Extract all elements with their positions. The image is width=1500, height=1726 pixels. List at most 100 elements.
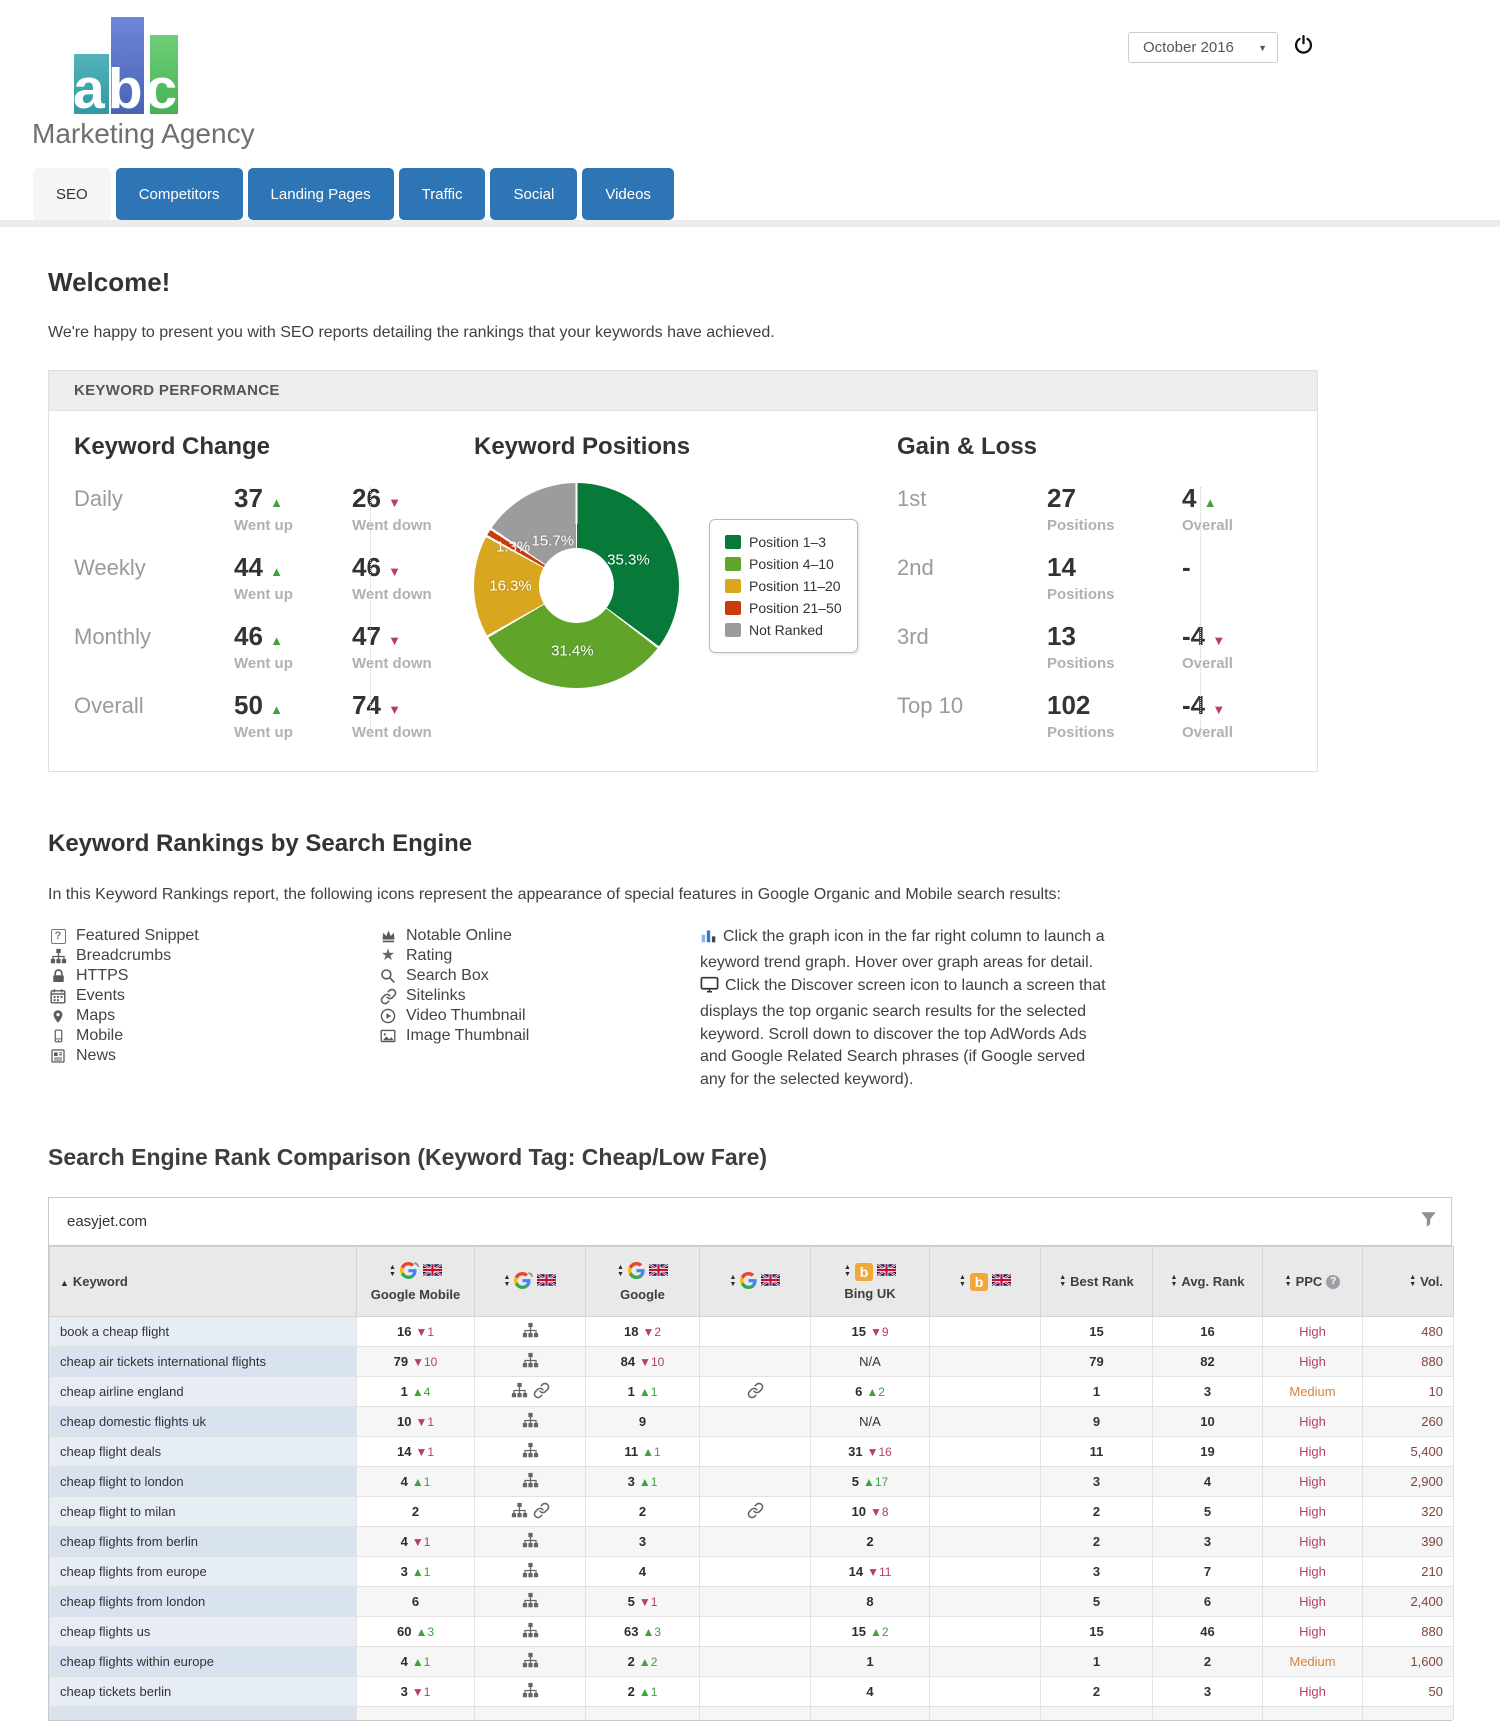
rank-value: 9 [638, 1414, 647, 1430]
tab-landing-pages[interactable]: Landing Pages [247, 168, 394, 220]
cell-vol: 390 [1362, 1526, 1454, 1558]
cell-bing: 15 ▼9 [810, 1316, 930, 1348]
discover-screen-icon [700, 976, 719, 1001]
cell-bing_features [929, 1586, 1041, 1618]
cell-keyword: cheap flights from berlin [49, 1526, 357, 1558]
tab-videos[interactable]: Videos [582, 168, 674, 220]
column-header-avg_rank[interactable]: ▲ ▼ Avg. Rank [1152, 1246, 1263, 1318]
cell-keyword: cheap flights us [49, 1616, 357, 1648]
filter-funnel-icon[interactable] [1420, 1211, 1437, 1228]
domain-name: easyjet.com [67, 1213, 148, 1231]
cell-google: 3 ▲1 [585, 1466, 700, 1498]
sitelinks-icon [533, 1382, 550, 1402]
cell-avg_rank: 2 [1152, 1646, 1263, 1678]
column-header-keyword[interactable]: ▲ Keyword [49, 1246, 357, 1318]
rank-value: 3 [400, 1564, 408, 1580]
column-header-google_features[interactable]: ▲ ▼ [699, 1246, 811, 1318]
cell-bing_features [929, 1676, 1041, 1708]
rank-value: 10 [396, 1414, 412, 1430]
keyword-change-up-cell: 37 ▲ Went up [234, 483, 293, 534]
cell-google_mobile_features [474, 1526, 586, 1558]
cell-bing_features [929, 1436, 1041, 1468]
cell-best_rank [1040, 1706, 1153, 1720]
breadcrumbs-icon [511, 1382, 528, 1402]
cell-vol: 480 [1362, 1316, 1454, 1348]
cell-google_features [699, 1346, 811, 1378]
cell-ppc: High [1262, 1586, 1363, 1618]
ppc-help-icon[interactable]: ? [1326, 1274, 1341, 1289]
breadcrumbs-icon [522, 1322, 539, 1342]
keyword-positions-donut-chart[interactable]: 35.3% 31.4% 16.3% 1.3% 15.7% [474, 483, 679, 688]
column-header-google[interactable]: ▲ ▼ Google [585, 1246, 700, 1318]
column-header-ppc[interactable]: ▲ ▼ PPC ? [1262, 1246, 1363, 1318]
legend-item-label: Featured Snippet [76, 927, 199, 944]
tab-traffic[interactable]: Traffic [398, 168, 486, 220]
rank-change: ▼10 [639, 1355, 665, 1370]
chart-legend-item: Position 21–50 [725, 597, 842, 619]
breadcrumbs-icon [522, 1412, 539, 1432]
keyword-positions-section: Keyword Positions 35.3% 31.4% 16.3% 1.3% 15.… [474, 433, 897, 741]
cell-vol: 320 [1362, 1496, 1454, 1528]
legend-item: Image Thumbnail [378, 1026, 700, 1046]
chart-legend-item: Not Ranked [725, 619, 842, 641]
gain-loss-positions-cell: 27 Positions [1047, 483, 1115, 534]
cell-ppc [1262, 1706, 1363, 1720]
tab-seo[interactable]: SEO [33, 168, 111, 220]
chart-legend-item: Position 11–20 [725, 575, 842, 597]
table-row: cheap flights from berlin 4 ▼1 3 2 2 3 High 390 [49, 1526, 1454, 1558]
cell-bing: N/A [810, 1346, 930, 1378]
cell-google: 2 ▲1 [585, 1676, 700, 1708]
column-header-bing_features[interactable]: ▲ ▼ b [929, 1246, 1041, 1318]
rank-change: ▲1 [411, 1565, 431, 1580]
rank-change: ▲1 [638, 1685, 658, 1700]
brand-name: Marketing Agency [32, 118, 255, 149]
gain-loss-row-label: Top 10 [897, 693, 964, 718]
google-mobile-icon [514, 1271, 534, 1292]
keyword-change-grid: Daily 37 ▲ Went up 26 ▼ Went down Weekly 44 ▲ W… [74, 483, 474, 741]
legend-item-label: Image Thumbnail [406, 1027, 530, 1044]
keyword-positions-title: Keyword Positions [474, 433, 691, 460]
cell-google: 4 [585, 1556, 700, 1588]
power-icon[interactable] [1293, 34, 1314, 55]
column-header-google_mobile_features[interactable]: ▲ ▼ [474, 1246, 586, 1318]
sitelinks-icon [533, 1502, 550, 1522]
legend-item: Events [48, 986, 378, 1006]
cell-best_rank: 2 [1040, 1676, 1153, 1708]
uk-flag-icon [648, 1263, 669, 1279]
column-header-bing[interactable]: ▲ ▼ b Bing UK [810, 1246, 930, 1318]
cell-google [585, 1706, 700, 1720]
usage-notes: Click the graph icon in the far right co… [700, 926, 1112, 1092]
period-select[interactable]: October 2016 ▼ [1128, 32, 1278, 63]
rank-value: 3 [400, 1684, 408, 1700]
cell-best_rank: 1 [1040, 1646, 1153, 1678]
tab-social[interactable]: Social [490, 168, 578, 220]
cell-bing_features [929, 1616, 1041, 1648]
tab-competitors[interactable]: Competitors [115, 168, 243, 220]
rank-value: 8 [866, 1594, 874, 1610]
column-header-vol[interactable]: ▲ ▼ Vol. [1362, 1246, 1454, 1318]
video-thumbnail-icon [378, 1008, 398, 1024]
rank-change: ▲3 [415, 1625, 435, 1640]
cell-bing [810, 1706, 930, 1720]
page-title: Welcome! [48, 267, 171, 297]
rank-value: 2 [627, 1684, 635, 1700]
search-box-icon [378, 968, 398, 984]
sitelinks-icon [747, 1382, 764, 1402]
legend-item: Breadcrumbs [48, 946, 378, 966]
bing-icon: b [854, 1262, 873, 1281]
cell-best_rank: 11 [1040, 1436, 1153, 1468]
legend-item: News [48, 1046, 378, 1066]
legend-item-label: News [76, 1047, 117, 1064]
rank-value: 5 [851, 1474, 859, 1490]
column-header-google_mobile[interactable]: ▲ ▼ Google Mobile [356, 1246, 475, 1318]
cell-google_mobile_features [474, 1436, 586, 1468]
legend-item-label: Maps [76, 1007, 116, 1024]
cell-ppc: High [1262, 1406, 1363, 1438]
legend-item: Video Thumbnail [378, 1006, 700, 1026]
cell-keyword: cheap flights from europe [49, 1556, 357, 1588]
rank-change: ▲1 [638, 1385, 658, 1400]
rank-value: 4 [400, 1474, 408, 1490]
legend-item: HTTPS [48, 966, 378, 986]
column-header-best_rank[interactable]: ▲ ▼ Best Rank [1040, 1246, 1153, 1318]
keyword-change-title: Keyword Change [74, 433, 271, 460]
